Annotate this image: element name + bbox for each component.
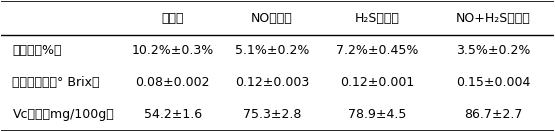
Text: 叶绻素含量（° Brix）: 叶绻素含量（° Brix）: [12, 76, 100, 89]
Text: 0.12±0.001: 0.12±0.001: [340, 76, 414, 89]
Text: Vc含量（mg/100g）: Vc含量（mg/100g）: [12, 108, 114, 121]
Text: 对照组: 对照组: [162, 12, 184, 25]
Text: 86.7±2.7: 86.7±2.7: [463, 108, 522, 121]
Text: 0.12±0.003: 0.12±0.003: [235, 76, 309, 89]
Text: 7.2%±0.45%: 7.2%±0.45%: [336, 44, 418, 57]
Text: NO+H₂S处理组: NO+H₂S处理组: [456, 12, 530, 25]
Text: NO处理组: NO处理组: [251, 12, 293, 25]
Text: 0.08±0.002: 0.08±0.002: [135, 76, 210, 89]
Text: 0.15±0.004: 0.15±0.004: [456, 76, 530, 89]
Text: 75.3±2.8: 75.3±2.8: [243, 108, 301, 121]
Text: 5.1%±0.2%: 5.1%±0.2%: [235, 44, 309, 57]
Text: 10.2%±0.3%: 10.2%±0.3%: [132, 44, 214, 57]
Text: 3.5%±0.2%: 3.5%±0.2%: [456, 44, 530, 57]
Text: 腐烂率（%）: 腐烂率（%）: [12, 44, 62, 57]
Text: 78.9±4.5: 78.9±4.5: [348, 108, 406, 121]
Text: H₂S处理组: H₂S处理组: [355, 12, 400, 25]
Text: 54.2±1.6: 54.2±1.6: [144, 108, 201, 121]
